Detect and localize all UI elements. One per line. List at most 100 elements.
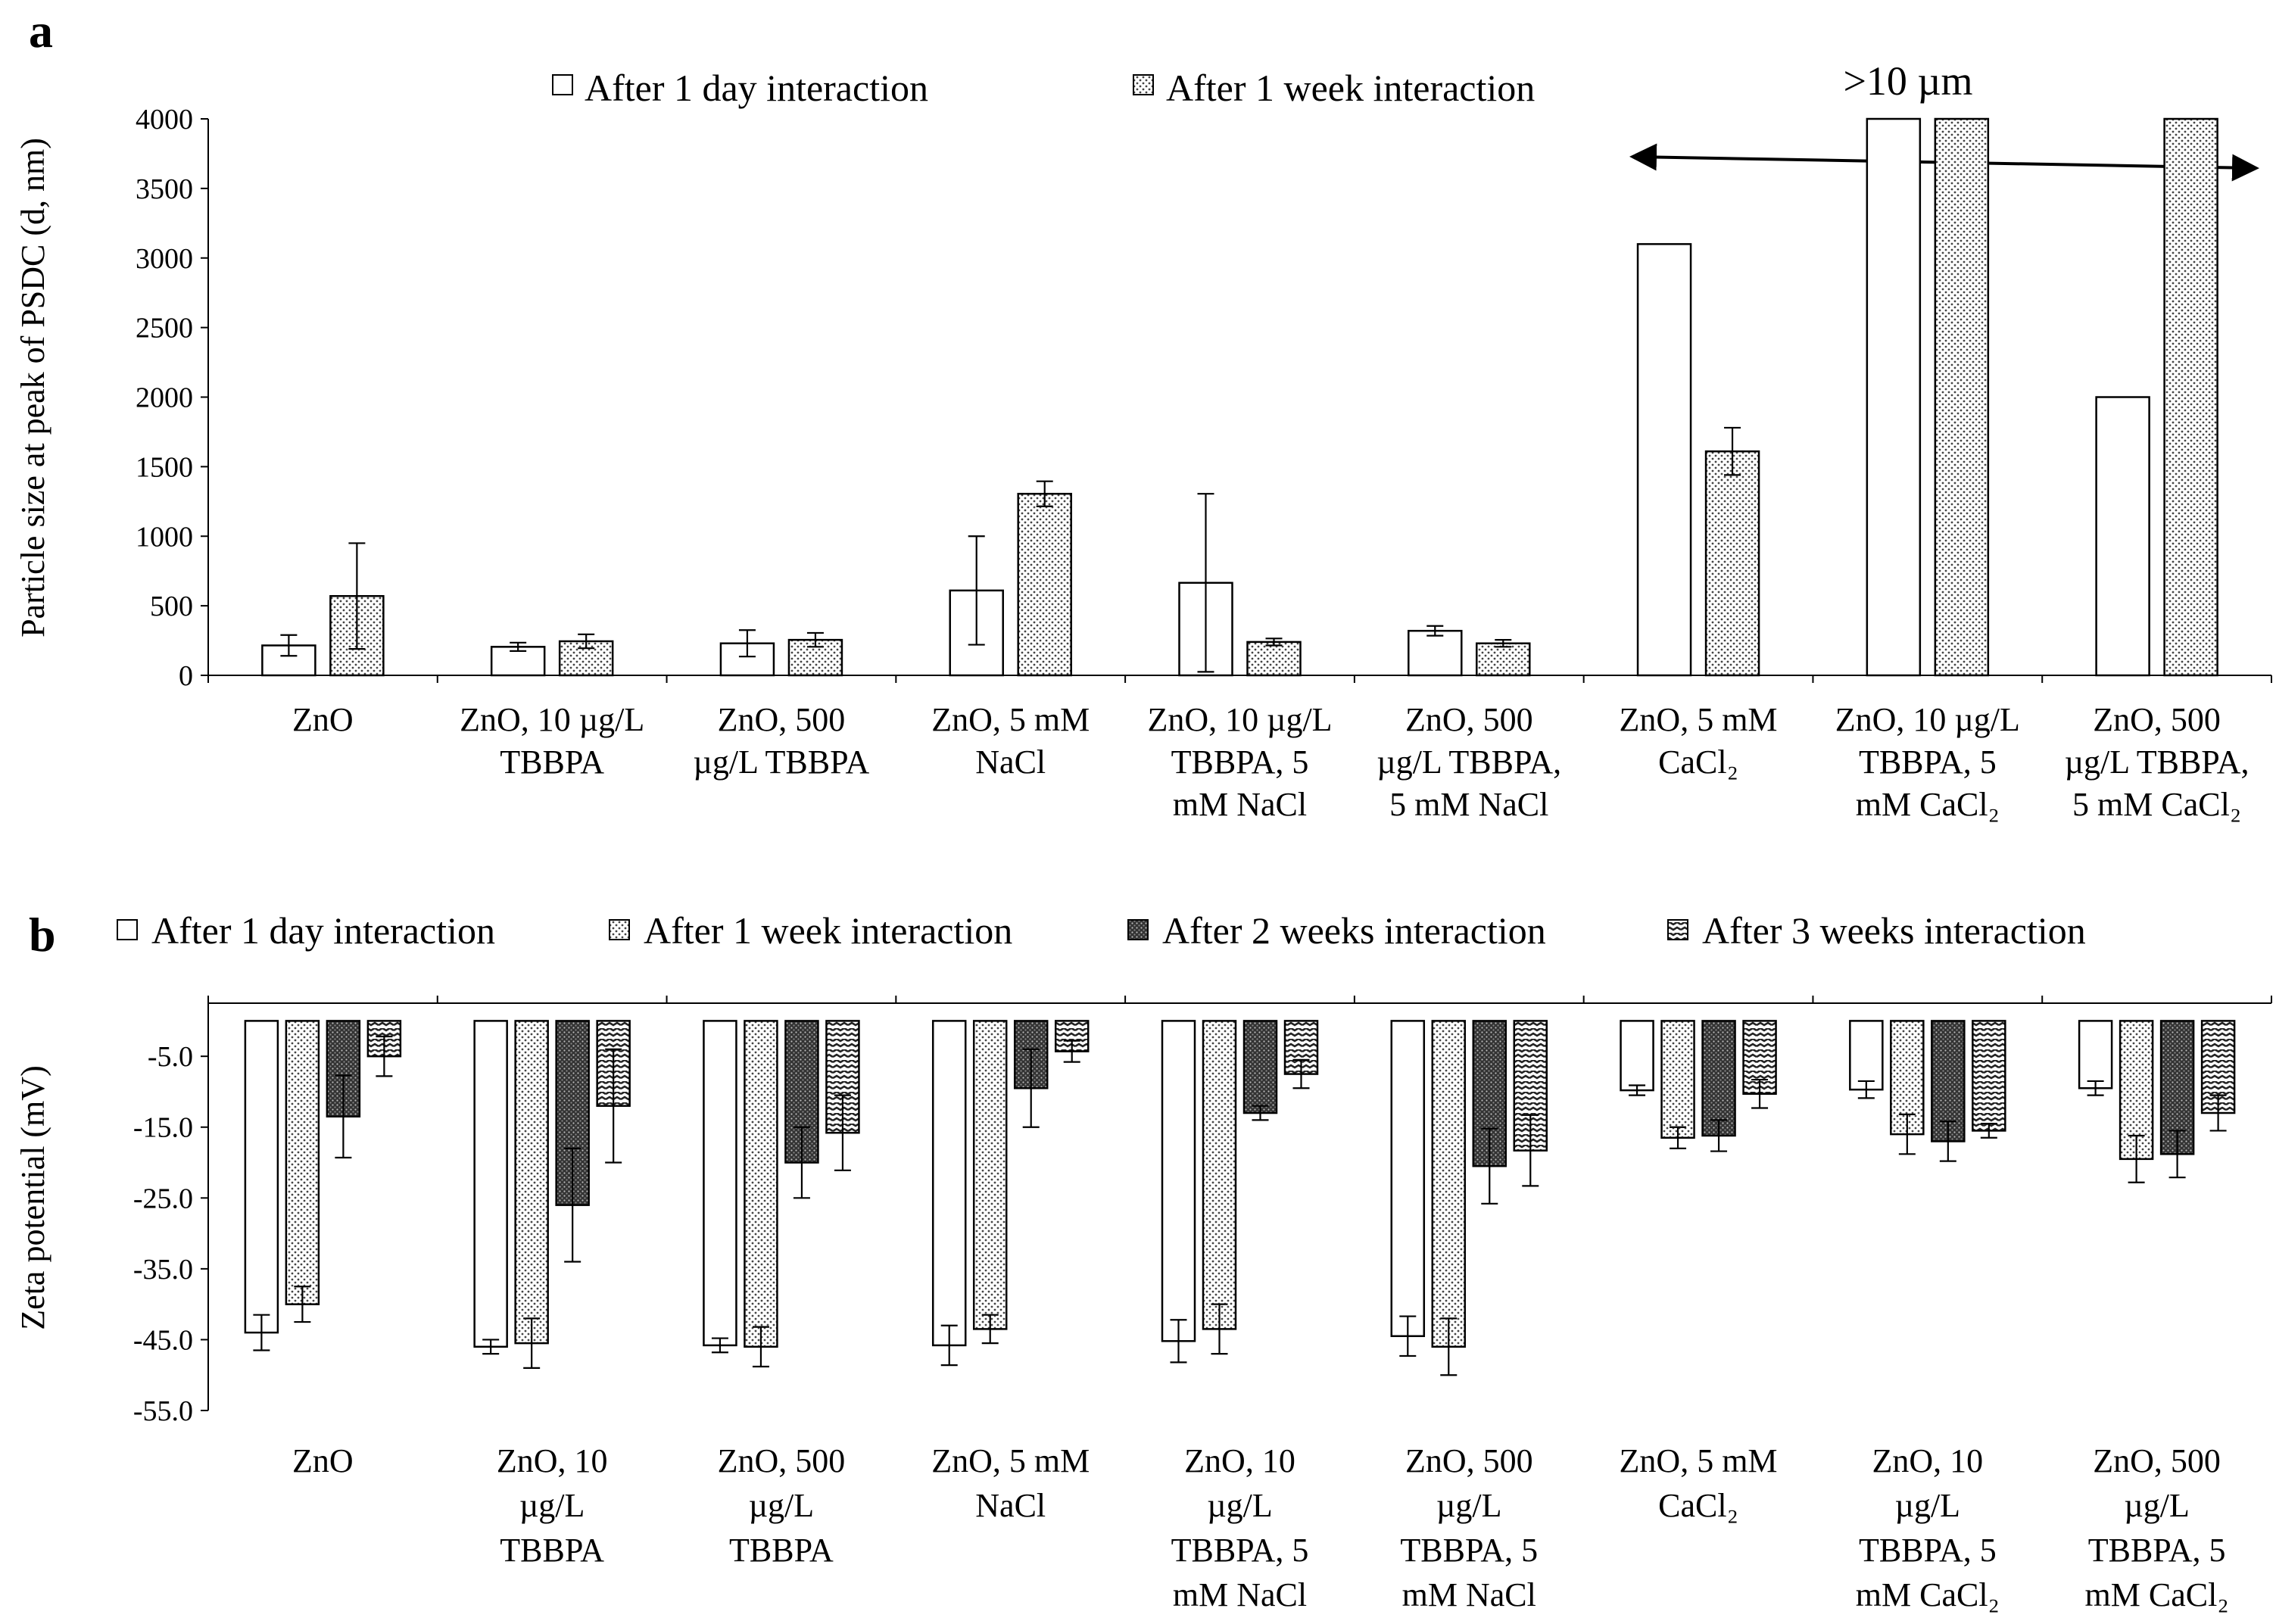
undefined-bar-s1-c3 [703, 1020, 737, 1347]
panel-b-legend-1-label: After 1 day interaction [151, 909, 495, 952]
undefined-y-tick-label: 4000 [136, 104, 193, 136]
undefined-legend-1-swatch [117, 919, 138, 940]
undefined-category-label: TBBPA [729, 1532, 834, 1569]
undefined-bar-s2-c1 [285, 1020, 320, 1305]
undefined-bar-s2-c6 [1476, 642, 1531, 677]
undefined-legend-4-swatch [1667, 919, 1688, 940]
undefined-category-label: µg/L TBBPA [694, 743, 870, 781]
undefined-category-label: ZnO, 5 mM [1620, 1442, 1778, 1479]
undefined-category-label: ZnO, 500 [2093, 1442, 2221, 1479]
panel-a-legend-2-label: After 1 week interaction [1166, 67, 1535, 109]
undefined-bar-s1-c7 [1620, 1020, 1654, 1092]
undefined-category-label: TBBPA [500, 743, 604, 781]
undefined-category-label: mM NaCl [1173, 1576, 1307, 1613]
undefined-bar-s3-c5 [1242, 1020, 1278, 1114]
undefined-y-tick-label: 0 [179, 660, 193, 692]
panel-a-y-axis-title: Particle size at peak of PSDC (d, nm) [14, 138, 51, 637]
undefined-category-label: TBBPA, 5 [1400, 1532, 1538, 1569]
undefined-category-label: TBBPA, 5 [1859, 743, 1997, 781]
panel-b-legend-4-label: After 3 weeks interaction [1702, 909, 2086, 952]
undefined-category-label: mM NaCl [1173, 786, 1307, 823]
panel-a-legend-1-label: After 1 day interaction [585, 67, 928, 109]
undefined-category-label: µg/L TBBPA, [2065, 743, 2249, 781]
undefined-category-label: ZnO [292, 1442, 354, 1479]
undefined-category-label: ZnO, 500 [718, 701, 846, 738]
panel-a-annotation: >10 µm [1843, 58, 1972, 104]
undefined-category-label: ZnO, 500 [1405, 701, 1533, 738]
undefined-bar-s1-c1 [244, 1020, 279, 1334]
undefined-category-label: NaCl [975, 743, 1046, 781]
undefined-bar-s4-c7 [1742, 1020, 1777, 1096]
undefined-bar-s1-c7 [1636, 243, 1692, 677]
undefined-category-label: mM CaCl₂ [1856, 786, 2000, 823]
undefined-category-label: ZnO, 500 [2093, 701, 2221, 738]
undefined-category-label: TBBPA, 5 [1171, 1532, 1309, 1569]
undefined-category-label: ZnO, 5 mM [1620, 701, 1778, 738]
undefined-legend-2-swatch [1133, 74, 1154, 95]
undefined-category-label: TBBPA, 5 [1859, 1532, 1997, 1569]
undefined-bar-s2-c8 [1890, 1020, 1925, 1136]
undefined-category-label: NaCl [975, 1487, 1046, 1524]
undefined-y-tick-label: 2000 [136, 382, 193, 414]
undefined-category-label: ZnO, 500 [1405, 1442, 1533, 1479]
undefined-y-tick-label: 3000 [136, 243, 193, 275]
undefined-bar-s2-c4 [972, 1020, 1008, 1330]
undefined-category-label: ZnO [292, 701, 354, 738]
undefined-bar-s2-c5 [1202, 1020, 1237, 1330]
undefined-category-label: ZnO, 10 µg/L [460, 701, 644, 738]
undefined-bar-s1-c6 [1390, 1020, 1426, 1338]
undefined-category-label: 5 mM NaCl [1389, 786, 1548, 823]
undefined-legend-1-swatch [552, 74, 573, 95]
undefined-bar-s1-c2 [473, 1020, 508, 1348]
undefined-bar-s1-c8 [1849, 1020, 1884, 1091]
undefined-category-label: ZnO, 10 [1184, 1442, 1295, 1479]
undefined-category-label: mM NaCl [1402, 1576, 1536, 1613]
panel-b-legend-2-label: After 1 week interaction [644, 909, 1012, 952]
undefined-legend-3-swatch [1127, 919, 1149, 940]
undefined-category-label: ZnO, 500 [718, 1442, 846, 1479]
panel-b-label: b [29, 908, 56, 962]
undefined-bar-s3-c7 [1701, 1020, 1736, 1137]
undefined-y-tick-label: 1000 [136, 521, 193, 553]
undefined-bar-s2-c2 [514, 1020, 549, 1345]
undefined-category-label: CaCl₂ [1658, 1487, 1738, 1524]
undefined-y-tick-label: 500 [150, 591, 193, 622]
undefined-y-tick-label: -15.0 [133, 1112, 193, 1144]
undefined-y-tick-label: 2500 [136, 313, 193, 344]
undefined-category-label: µg/L [1207, 1487, 1272, 1524]
undefined-y-tick-label: 1500 [136, 451, 193, 483]
undefined-category-label: TBBPA, 5 [2088, 1532, 2226, 1569]
panel-b-y-axis-title: Zeta potential (mV) [14, 1065, 51, 1329]
undefined-category-label: mM CaCl₂ [2085, 1576, 2229, 1613]
undefined-bar-s4-c8 [1972, 1020, 2006, 1132]
undefined-category-label: µg/L [2124, 1487, 2189, 1524]
undefined-bar-s1-c5 [1161, 1020, 1196, 1342]
panel-b-chart: Zeta potential (mV) After 1 day interact… [14, 909, 2272, 1613]
undefined-bar-s2-c7 [1704, 450, 1760, 677]
undefined-bar-s1-c6 [1408, 629, 1463, 677]
undefined-category-label: ZnO, 5 mM [931, 1442, 1090, 1479]
undefined-category-label: CaCl₂ [1658, 743, 1738, 781]
undefined-y-tick-label: -35.0 [133, 1254, 193, 1286]
undefined-category-label: µg/L [1895, 1487, 1960, 1524]
undefined-category-label: TBBPA [500, 1532, 604, 1569]
undefined-y-tick-label: -45.0 [133, 1324, 193, 1356]
undefined-category-label: µg/L TBBPA, [1377, 743, 1561, 781]
undefined-bar-s1-c9 [2078, 1020, 2113, 1089]
undefined-bar-s2-c5 [1246, 641, 1302, 677]
undefined-bar-s1-c8 [1866, 117, 1922, 677]
undefined-category-label: ZnO, 10 µg/L [1147, 701, 1332, 738]
undefined-category-label: ZnO, 10 [1872, 1442, 1984, 1479]
undefined-y-tick-label: -25.0 [133, 1183, 193, 1214]
undefined-bar-s2-c7 [1660, 1020, 1695, 1139]
undefined-category-label: ZnO, 5 mM [931, 701, 1090, 738]
undefined-category-label: ZnO, 10 [497, 1442, 608, 1479]
undefined-category-label: ZnO, 10 µg/L [1835, 701, 2020, 738]
undefined-category-label: TBBPA, 5 [1171, 743, 1309, 781]
undefined-category-label: mM CaCl₂ [1856, 1576, 2000, 1613]
undefined-category-label: 5 mM CaCl₂ [2072, 786, 2241, 823]
panel-a-chart: Particle size at peak of PSDC (d, nm) Af… [14, 58, 2272, 823]
undefined-bar-s2-c6 [1431, 1020, 1467, 1348]
undefined-bar-s2-c9 [2163, 117, 2218, 677]
